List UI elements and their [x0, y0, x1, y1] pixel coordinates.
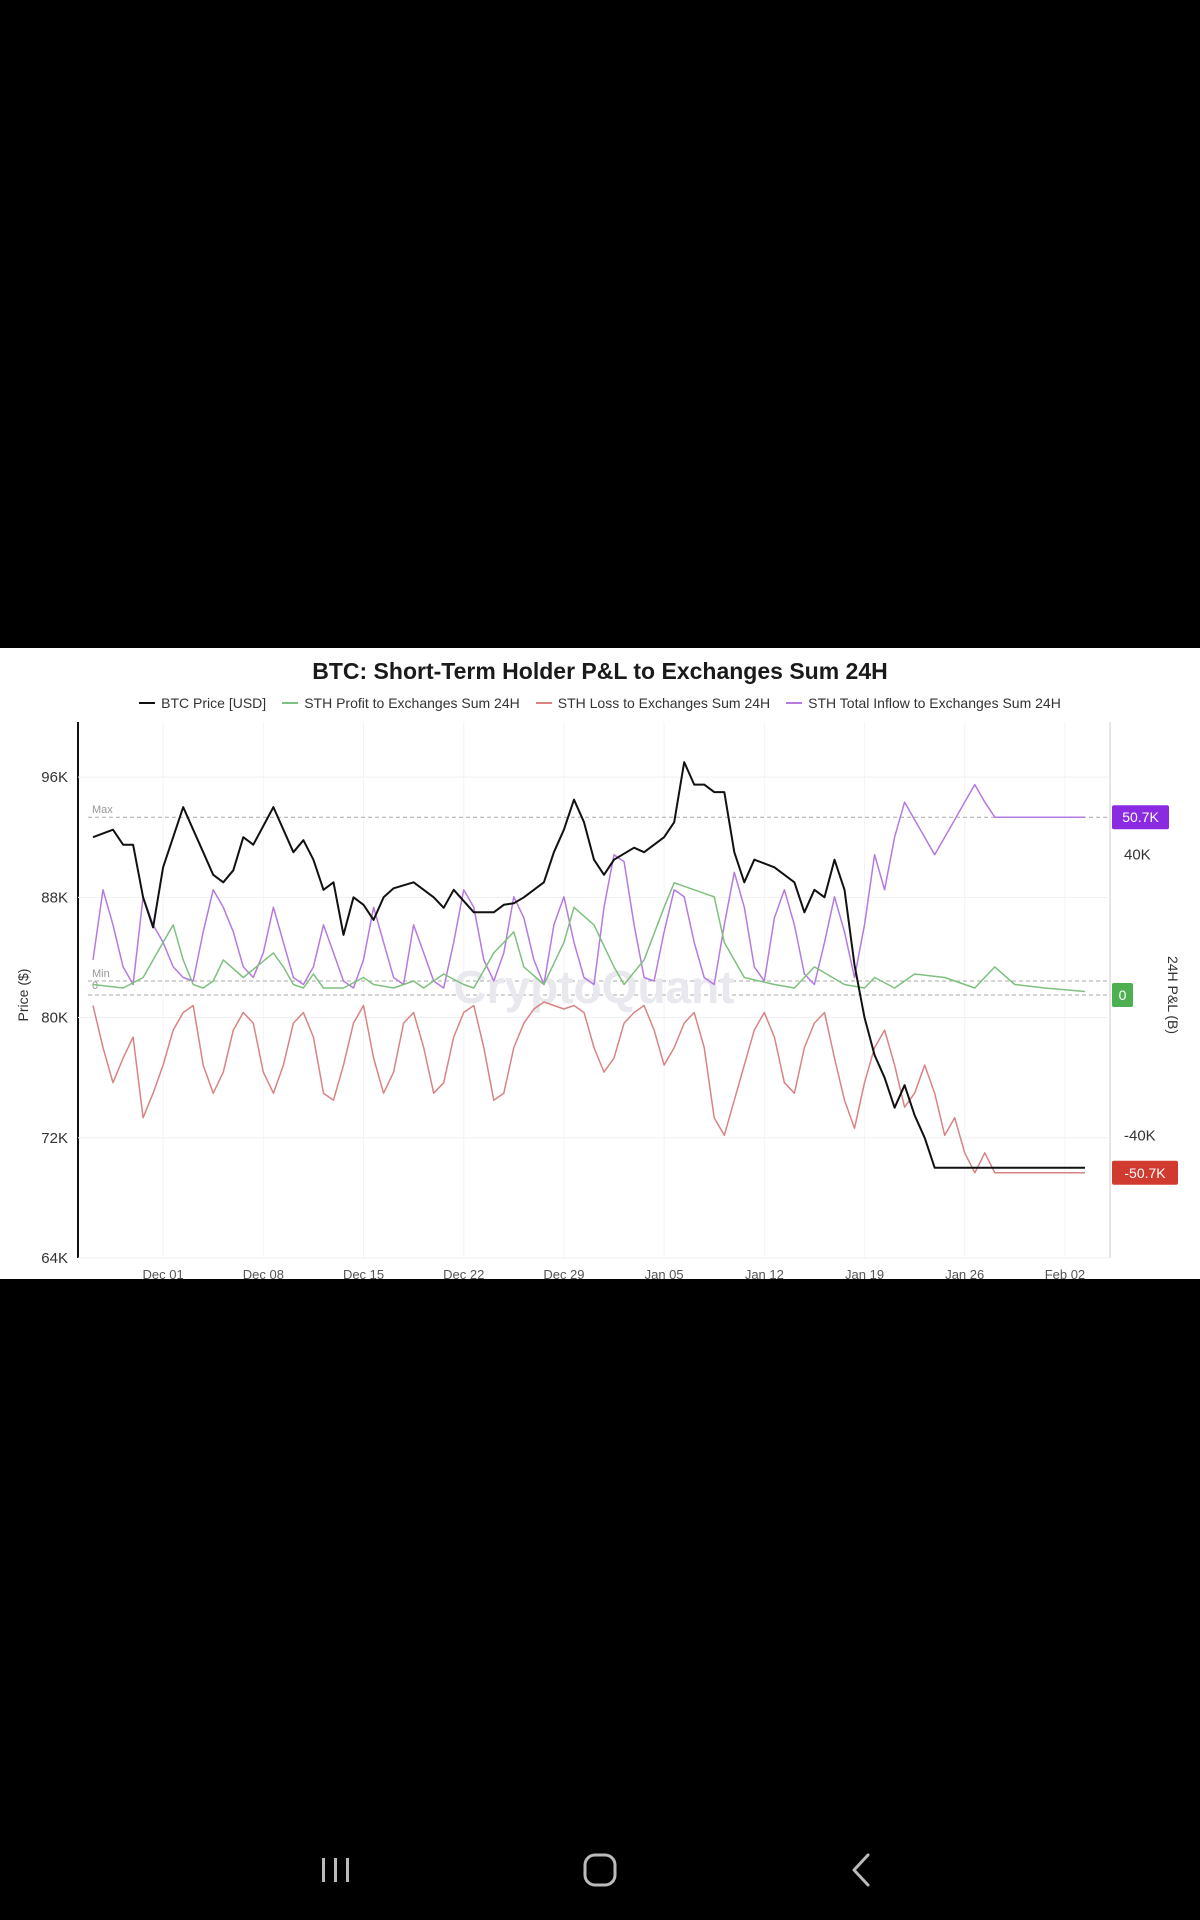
- y-left-tick-label: 96K: [41, 769, 68, 786]
- legend-label-price: BTC Price [USD]: [161, 695, 267, 711]
- legend-swatch-inflow: [786, 702, 803, 704]
- series-line-2: [92, 1001, 1085, 1174]
- reference-line-label: Max: [92, 804, 113, 816]
- x-tick-label: Feb 02: [1045, 1267, 1085, 1279]
- legend-item-price[interactable]: BTC Price [USD]: [139, 695, 266, 711]
- x-tick-label: Jan 19: [845, 1267, 884, 1279]
- reference-line-label: 0: [92, 980, 98, 992]
- x-tick-label: Dec 08: [243, 1267, 284, 1279]
- watermark: CryptoQuant: [453, 961, 734, 1013]
- series-line-3: [92, 882, 1086, 993]
- y-right-tick-label: 40K: [1124, 847, 1151, 864]
- system-nav-bar: [0, 1820, 1200, 1920]
- legend-item-inflow[interactable]: STH Total Inflow to Exchanges Sum 24H: [786, 695, 1061, 711]
- value-badge-label: -50.7K: [1124, 1165, 1166, 1181]
- chart-legend: BTC Price [USD] STH Profit to Exchanges …: [0, 695, 1200, 711]
- legend-swatch-price: [139, 702, 156, 704]
- y-left-axis-label: Price ($): [15, 969, 31, 1022]
- value-badge-label: 50.7K: [1122, 809, 1159, 825]
- legend-swatch-loss: [535, 702, 552, 704]
- x-tick-label: Jan 12: [745, 1267, 784, 1279]
- home-icon: [583, 1853, 617, 1887]
- legend-item-loss[interactable]: STH Loss to Exchanges Sum 24H: [535, 695, 771, 711]
- series-line-0: [92, 761, 1085, 1169]
- back-icon: [852, 1853, 870, 1887]
- recents-icon: [322, 1858, 349, 1882]
- y-left-tick-label: 88K: [41, 889, 68, 906]
- back-button[interactable]: [832, 1848, 892, 1892]
- legend-swatch-profit: [282, 702, 299, 704]
- value-badge: [1112, 805, 1169, 830]
- value-badge: [1112, 983, 1133, 1007]
- legend-item-profit[interactable]: STH Profit to Exchanges Sum 24H: [282, 695, 520, 711]
- x-tick-label: Dec 01: [143, 1267, 184, 1279]
- value-badge: [1112, 1160, 1178, 1185]
- y-left-tick-label: 72K: [41, 1130, 68, 1147]
- x-tick-label: Jan 26: [945, 1267, 984, 1279]
- y-right-axis-label: 24H P&L (B): [1165, 956, 1181, 1034]
- y-right-tick-label: -40K: [1124, 1127, 1156, 1144]
- legend-label-loss: STH Loss to Exchanges Sum 24H: [557, 695, 771, 711]
- chart-svg: 96K 88K 80K 72K 64K Price ($) 40K -40K 24H P&L (…: [15, 722, 1181, 1279]
- value-badge-label: 0: [1119, 987, 1127, 1003]
- x-tick-label: Dec 29: [543, 1267, 584, 1279]
- legend-label-inflow: STH Total Inflow to Exchanges Sum 24H: [808, 695, 1061, 711]
- home-button[interactable]: [570, 1848, 630, 1892]
- chart-title: BTC: Short-Term Holder P&L to Exchanges …: [312, 658, 888, 684]
- x-tick-label: Dec 22: [443, 1267, 484, 1279]
- recents-button[interactable]: [306, 1848, 366, 1892]
- chart-panel: 96K 88K 80K 72K 64K Price ($) 40K -40K 24H P&L (…: [0, 648, 1200, 1279]
- x-tick-label: Dec 15: [343, 1267, 384, 1279]
- y-left-tick-label: 80K: [41, 1010, 68, 1027]
- reference-line-label: Min: [92, 968, 110, 980]
- y-left-tick-label: 64K: [41, 1250, 68, 1267]
- x-tick-label: Jan 05: [645, 1267, 684, 1279]
- series-line-1: [92, 783, 1085, 989]
- legend-label-profit: STH Profit to Exchanges Sum 24H: [304, 695, 520, 711]
